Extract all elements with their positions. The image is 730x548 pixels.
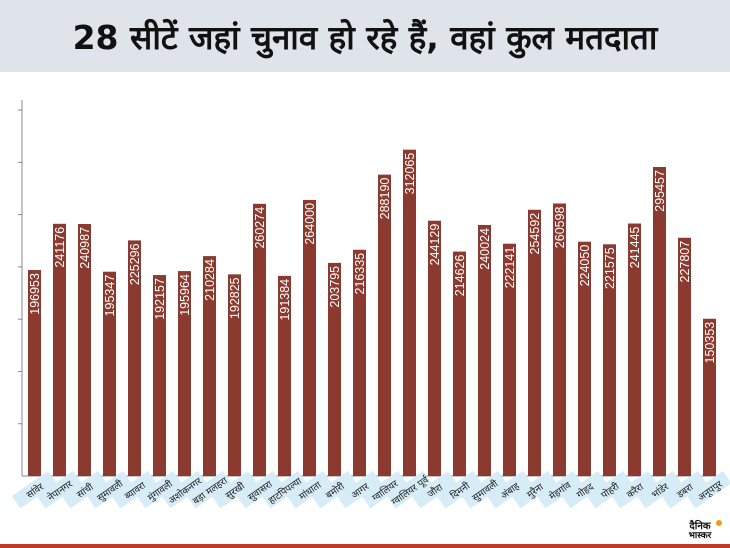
category-label-bg [61, 470, 107, 509]
bar [203, 256, 216, 476]
bar [628, 223, 641, 476]
bar-value-label: 260598 [553, 206, 567, 248]
bar-value-label: 192825 [228, 277, 242, 319]
bar [603, 244, 616, 476]
bar [653, 167, 666, 477]
bar [303, 199, 316, 476]
title-bar: 28 सीटें जहां चुनाव हो रहे हैं, वहां कुल… [0, 0, 730, 72]
bar [103, 271, 116, 476]
bar-value-label: 216335 [353, 253, 367, 295]
category-label-bg [511, 470, 557, 509]
category-label-bg [561, 470, 607, 509]
bar-value-label: 240024 [478, 228, 492, 270]
chart-title: 28 सीटें जहां चुनाव हो रहे हैं, वहां कुल… [72, 17, 658, 57]
category-label-bg [336, 470, 382, 509]
logo-line2: भास्कर [688, 530, 712, 541]
bar [528, 209, 541, 476]
category-label-bg [136, 470, 182, 509]
category-label-bg [636, 470, 682, 509]
bar-value-label: 192157 [153, 278, 167, 320]
bar-value-label: 150353 [703, 322, 717, 364]
category-label-bg [611, 470, 657, 509]
bar [428, 220, 441, 476]
bar-chart: 196953सांवेर241176नेपानगर240987सांची1953… [11, 100, 730, 509]
bar-value-label: 312065 [403, 153, 417, 195]
category-label-bg [186, 470, 232, 509]
bar [503, 243, 516, 476]
bar [353, 249, 366, 476]
bar [678, 237, 691, 476]
category-label-bg [311, 470, 357, 509]
bar-value-label: 241176 [53, 227, 67, 268]
bar [153, 275, 166, 476]
bar [228, 274, 241, 476]
bar [553, 203, 566, 476]
category-label-bg [386, 470, 432, 509]
category-label-bg [161, 470, 207, 509]
bar-value-label: 264000 [303, 203, 317, 245]
category-label-bg [436, 470, 482, 509]
category-label-bg [86, 470, 132, 509]
category-label-bg [261, 470, 307, 509]
bar-value-label: 224050 [578, 245, 592, 287]
logo-dot-icon [716, 520, 722, 526]
bar-value-label: 244129 [428, 224, 442, 266]
bar [28, 270, 41, 476]
bar [178, 271, 191, 476]
bar-value-label: 210284 [203, 259, 217, 301]
bar [478, 225, 491, 476]
bar-value-label: 240987 [78, 227, 92, 269]
bar-value-label: 203795 [328, 266, 342, 308]
bar [128, 240, 141, 476]
category-label-bg [111, 470, 157, 509]
bar-value-label: 195347 [103, 275, 117, 317]
bar-value-label: 227807 [678, 241, 692, 283]
bar-value-label: 214626 [453, 255, 467, 297]
bar [328, 262, 341, 476]
category-label-bg [586, 470, 632, 509]
bar [378, 174, 391, 476]
bar-value-label: 225296 [128, 243, 142, 285]
category-label-bg [236, 470, 282, 509]
dainik-bhaskar-logo: दैनिक भास्कर [678, 520, 722, 542]
bar-value-label: 221575 [603, 247, 617, 289]
logo-line1: दैनिक [689, 520, 711, 532]
bar-value-label: 196953 [28, 273, 42, 315]
category-label-bg [286, 470, 332, 509]
bar [78, 223, 91, 476]
category-label-bg [686, 470, 730, 509]
category-label-bg [536, 470, 582, 509]
category-label-bg [211, 470, 257, 509]
bar [578, 241, 591, 476]
bar [253, 203, 266, 476]
bar [703, 318, 716, 476]
category-label-bg [361, 470, 407, 509]
bar [53, 223, 66, 476]
bar-value-label: 254592 [528, 213, 542, 255]
bar [403, 149, 416, 476]
category-label-bg [36, 470, 82, 509]
bar-value-label: 222141 [503, 247, 517, 289]
bar-value-label: 288190 [378, 178, 392, 220]
bar-value-label: 241445 [628, 226, 642, 268]
category-label-bg [461, 470, 507, 509]
bar [278, 275, 291, 476]
bottom-rule [0, 544, 730, 548]
category-label-bg [411, 470, 457, 509]
category-label-bg [661, 470, 707, 509]
bar-value-label: 295457 [653, 170, 667, 212]
bar [453, 251, 466, 476]
category-label-bg [486, 470, 532, 509]
bar-value-label: 260274 [253, 207, 267, 249]
bar-value-label: 191384 [278, 279, 292, 321]
bar-value-label: 195964 [178, 274, 192, 316]
category-label-bg [11, 470, 57, 509]
